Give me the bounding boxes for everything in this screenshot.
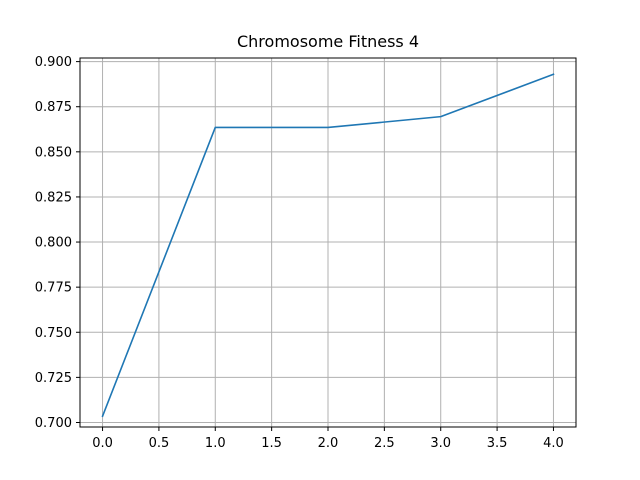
x-tick-label-1: 0.5	[149, 436, 170, 451]
series-lines	[101, 73, 555, 418]
x-tick-label-8: 4.0	[543, 436, 564, 451]
x-tick-label-6: 3.0	[430, 436, 451, 451]
y-tick-label-0: 0.700	[35, 416, 72, 431]
y-tick-label-8: 0.900	[35, 55, 72, 70]
chart-title: Chromosome Fitness 4	[236, 32, 420, 51]
y-tick-label-4: 0.800	[35, 236, 72, 251]
y-tick-label-2: 0.750	[35, 326, 72, 341]
y-tick-label-5: 0.825	[35, 190, 72, 205]
x-tick-label-7: 3.5	[487, 436, 508, 451]
y-tick-label-6: 0.850	[35, 145, 72, 160]
x-axis: 0.0 0.5 1.0 1.5 2.0 2.5 3.0 3.5 4.0	[92, 427, 564, 451]
x-tick-label-4: 2.0	[318, 436, 339, 451]
series-line-0	[101, 73, 555, 418]
x-tick-label-5: 2.5	[374, 436, 395, 451]
y-tick-label-1: 0.725	[35, 371, 72, 386]
grid-lines	[80, 58, 576, 427]
y-tick-label-3: 0.775	[35, 281, 72, 296]
x-tick-label-0: 0.0	[92, 436, 113, 451]
y-tick-label-7: 0.875	[35, 100, 72, 115]
x-tick-label-2: 1.0	[205, 436, 226, 451]
x-tick-label-3: 1.5	[261, 436, 282, 451]
y-axis: 0.700 0.725 0.750 0.775 0.800 0.825 0.850 0.875…	[35, 55, 80, 431]
